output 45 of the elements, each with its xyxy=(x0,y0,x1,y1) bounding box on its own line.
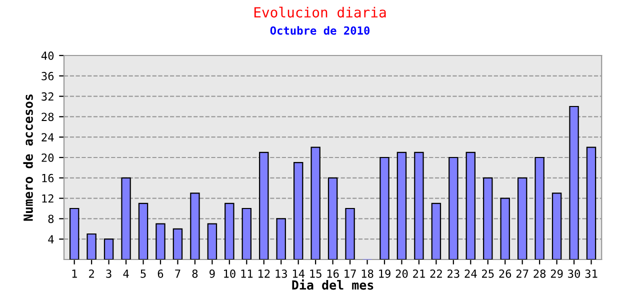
x-tick-label: 30 xyxy=(568,269,580,278)
x-tick-label: 28 xyxy=(534,269,546,278)
x-tick-label: 24 xyxy=(464,269,477,278)
x-tick-label: 18 xyxy=(362,269,374,278)
x-tick-label: 5 xyxy=(140,270,146,278)
y-tick-label: 4 xyxy=(48,235,54,244)
x-tick-label: 20 xyxy=(396,269,408,278)
x-tick-label: 21 xyxy=(413,269,425,278)
x-tick-label: 8 xyxy=(192,269,198,278)
x-tick-label: 4 xyxy=(123,270,129,278)
x-axis-title: Dia del mes xyxy=(292,279,374,290)
x-tick-label: 19 xyxy=(379,269,390,278)
y-tick-label: 32 xyxy=(42,92,54,101)
x-tick-label: 23 xyxy=(448,269,460,278)
x-tick-label: 17 xyxy=(344,270,356,278)
y-tick-label: 24 xyxy=(42,133,54,142)
x-tick-label: 25 xyxy=(482,269,494,278)
x-tick-label: 11 xyxy=(241,270,253,278)
x-tick-label: 7 xyxy=(175,270,180,278)
x-tick-label: 27 xyxy=(516,269,528,278)
x-tick-label: 22 xyxy=(430,269,442,278)
x-tick-label: 9 xyxy=(210,269,215,278)
x-tick-label: 6 xyxy=(158,269,164,278)
y-tick-label: 28 xyxy=(42,112,54,122)
y-tick-label: 20 xyxy=(42,154,54,162)
x-tick-label: 14 xyxy=(292,270,304,278)
x-tick-label: 29 xyxy=(550,269,563,278)
x-tick-label: 16 xyxy=(327,269,339,278)
y-tick-label: 12 xyxy=(42,194,54,203)
x-tick-label: 13 xyxy=(276,269,287,278)
x-tick-label: 10 xyxy=(224,269,236,278)
x-tick-label: 1 xyxy=(72,270,77,278)
chart-subtitle: Octubre de 2010 xyxy=(270,26,370,35)
y-tick-label: 16 xyxy=(42,174,54,182)
y-axis-title: Numero de accesos xyxy=(23,94,33,221)
y-tick-label: 36 xyxy=(42,72,54,80)
x-tick-label: 2 xyxy=(89,269,94,278)
x-tick-label: 26 xyxy=(499,269,512,278)
x-tick-label: 12 xyxy=(258,269,270,278)
x-tick-label: 3 xyxy=(106,269,112,278)
x-tick-label: 31 xyxy=(585,269,598,278)
chart-title: Evolucion diaria xyxy=(254,6,386,18)
x-tick-label: 15 xyxy=(310,270,322,278)
y-tick-label: 40 xyxy=(41,52,54,60)
y-tick-label: 8 xyxy=(48,214,54,224)
